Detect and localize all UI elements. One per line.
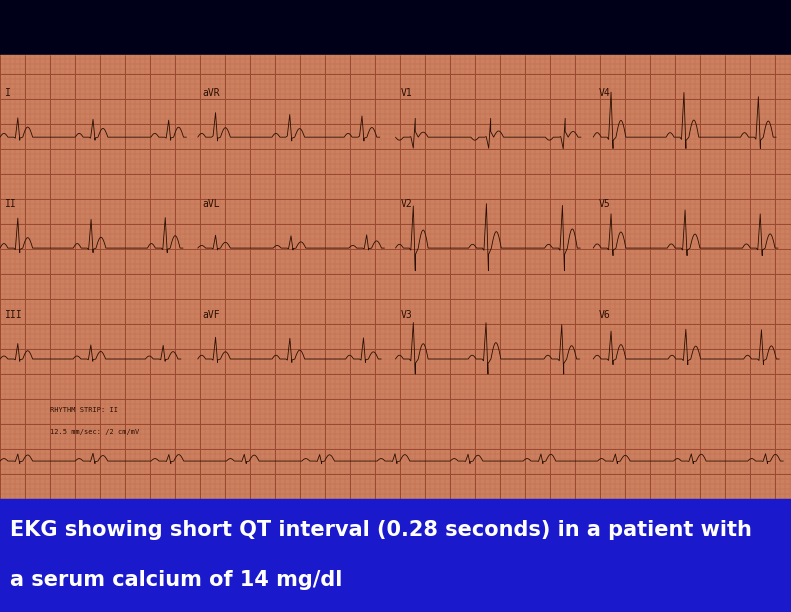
Bar <box>0 499 791 612</box>
Text: RHYTHM STRIP: II: RHYTHM STRIP: II <box>50 407 118 413</box>
Text: I: I <box>5 88 11 98</box>
Text: V4: V4 <box>598 88 610 98</box>
Text: V5: V5 <box>598 199 610 209</box>
Bar <box>0 0 791 55</box>
Text: V3: V3 <box>400 310 412 319</box>
Text: aVF: aVF <box>202 310 221 319</box>
Text: 12.5 mm/sec: /2 cm/mV: 12.5 mm/sec: /2 cm/mV <box>50 430 139 436</box>
Text: a serum calcium of 14 mg/dl: a serum calcium of 14 mg/dl <box>10 570 343 591</box>
Text: V1: V1 <box>400 88 412 98</box>
Text: V2: V2 <box>400 199 412 209</box>
Bar <box>0 55 791 499</box>
Text: EKG showing short QT interval (0.28 seconds) in a patient with: EKG showing short QT interval (0.28 seco… <box>10 520 752 540</box>
Text: V6: V6 <box>598 310 610 319</box>
Text: II: II <box>5 199 17 209</box>
Text: aVL: aVL <box>202 199 221 209</box>
Text: aVR: aVR <box>202 88 221 98</box>
Text: III: III <box>5 310 23 319</box>
